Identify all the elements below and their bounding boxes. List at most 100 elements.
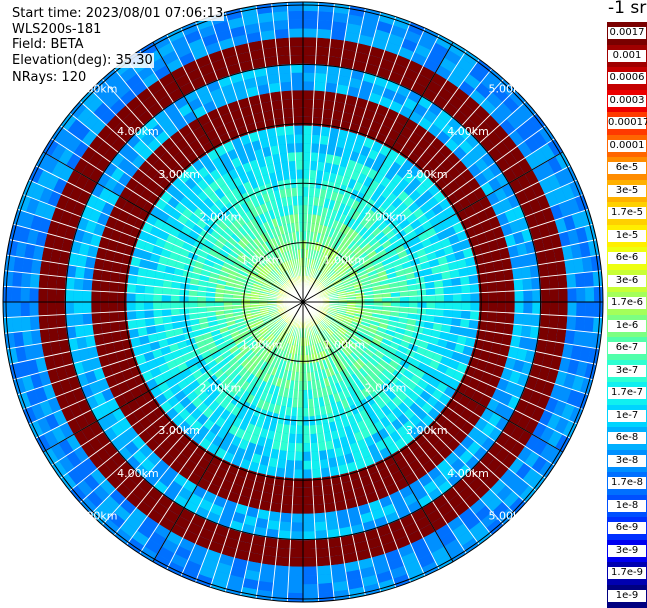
range-gate-cell — [297, 187, 303, 196]
range-gate-cell — [556, 261, 567, 276]
range-gate-cell — [576, 287, 585, 302]
colorbar-tick-label: 1e-7 — [608, 410, 646, 422]
colorbar-cell: 6e-6 — [607, 247, 647, 270]
range-gate-cell — [295, 452, 303, 461]
range-gate-cell — [291, 513, 303, 522]
range-gate-cell — [318, 11, 334, 21]
range-gate-cell — [303, 566, 317, 575]
range-gate-cell — [567, 288, 576, 302]
range-gate-cell — [316, 38, 330, 48]
range-gate-cell — [109, 302, 118, 312]
range-gate-cell — [303, 20, 318, 29]
colorbar-cell: 1e-8 — [607, 495, 647, 518]
range-gate-cell — [487, 282, 497, 293]
range-gate-cell — [292, 99, 303, 108]
range-gate-cell — [576, 302, 585, 317]
range-label: 4.00km — [117, 467, 159, 480]
range-label: 3.00km — [406, 168, 448, 181]
range-gate-cell — [311, 460, 320, 469]
range-gate-cell — [506, 291, 515, 302]
range-gate-cell — [505, 313, 515, 325]
range-gate-cell — [273, 583, 289, 593]
range-gate-cell — [57, 327, 67, 341]
range-gate-cell — [549, 275, 559, 289]
range-gate-cell — [303, 584, 318, 593]
range-gate-cell — [135, 302, 144, 311]
colorbar-cell: 1.7e-8 — [607, 472, 647, 495]
range-gate-cell — [83, 313, 93, 325]
range-gate-cell — [127, 293, 136, 302]
range-gate-cell — [303, 152, 311, 161]
range-gate-cell — [260, 563, 275, 574]
range-gate-cell — [593, 317, 603, 333]
colorbar-cell: 6e-8 — [607, 427, 647, 450]
range-gate-cell — [162, 302, 171, 309]
colorbar-tick-label: 3e-5 — [608, 185, 646, 197]
range-label: 1.00km — [323, 253, 365, 266]
range-gate-cell — [84, 324, 94, 336]
range-gate-cell — [296, 161, 303, 170]
range-gate-cell — [276, 46, 290, 56]
range-gate-cell — [514, 313, 524, 325]
range-gate-cell — [503, 269, 513, 281]
colorbar-tick-label: 0.0017 — [608, 27, 646, 39]
range-gate-cell — [329, 546, 343, 556]
range-gate-cell — [497, 302, 506, 313]
colorbar-tick-label: 1.7e-7 — [608, 387, 646, 399]
range-gate-cell — [303, 434, 310, 443]
range-gate-cell — [273, 20, 288, 30]
range-gate-cell — [92, 323, 102, 335]
range-gate-cell — [523, 302, 532, 314]
range-gate-cell — [110, 272, 120, 283]
range-gate-cell — [409, 296, 418, 302]
range-label: 2.00km — [200, 381, 242, 394]
range-gate-cell — [303, 522, 315, 531]
range-gate-cell — [316, 548, 330, 558]
range-gate-cell — [291, 522, 303, 531]
range-gate-cell — [263, 546, 277, 556]
range-gate-cell — [550, 289, 559, 302]
colorbar-tick-label: 0.001 — [608, 50, 646, 62]
range-gate-cell — [303, 170, 310, 179]
colorbar-cell: 0.001 — [607, 45, 647, 68]
range-gate-cell — [144, 285, 153, 294]
range-gate-cell — [30, 316, 40, 331]
range-gate-cell — [287, 593, 303, 602]
range-gate-cell — [323, 100, 334, 110]
colorbar-cell: 3e-7 — [607, 360, 647, 383]
range-gate-cell — [311, 135, 320, 144]
range-gate-cell — [435, 295, 444, 302]
range-gate-cell — [303, 81, 315, 90]
range-gate-cell — [547, 328, 557, 342]
range-gate-cell — [303, 11, 318, 20]
range-gate-cell — [303, 408, 309, 417]
range-gate-cell — [92, 269, 102, 281]
range-gate-cell — [273, 11, 289, 21]
range-gate-cell — [144, 302, 153, 310]
colorbar-tick-label: 0.0006 — [608, 72, 646, 84]
range-gate-cell — [267, 520, 280, 530]
range-gate-cell — [313, 99, 324, 109]
range-gate-cell — [330, 555, 345, 566]
range-gate-cell — [311, 451, 320, 460]
range-gate-cell — [296, 425, 303, 434]
range-gate-cell — [523, 290, 532, 302]
range-gate-cell — [281, 504, 293, 514]
range-gate-cell — [303, 513, 315, 522]
range-gate-cell — [487, 312, 497, 323]
range-gate-cell — [325, 511, 337, 521]
range-gate-cell — [303, 90, 314, 99]
range-gate-cell — [289, 566, 303, 575]
range-gate-cell — [277, 55, 290, 65]
range-gate-cell — [303, 496, 314, 505]
range-gate-cell — [303, 187, 309, 196]
range-gate-cell — [30, 273, 40, 288]
range-gate-cell — [290, 46, 303, 55]
range-gate-cell — [584, 272, 594, 288]
range-gate-cell — [314, 82, 326, 92]
range-gate-cell — [303, 469, 312, 478]
range-gate-cell — [283, 108, 294, 118]
range-gate-cell — [281, 91, 293, 101]
range-gate-cell — [279, 521, 291, 531]
range-label: 3.00km — [158, 424, 200, 437]
